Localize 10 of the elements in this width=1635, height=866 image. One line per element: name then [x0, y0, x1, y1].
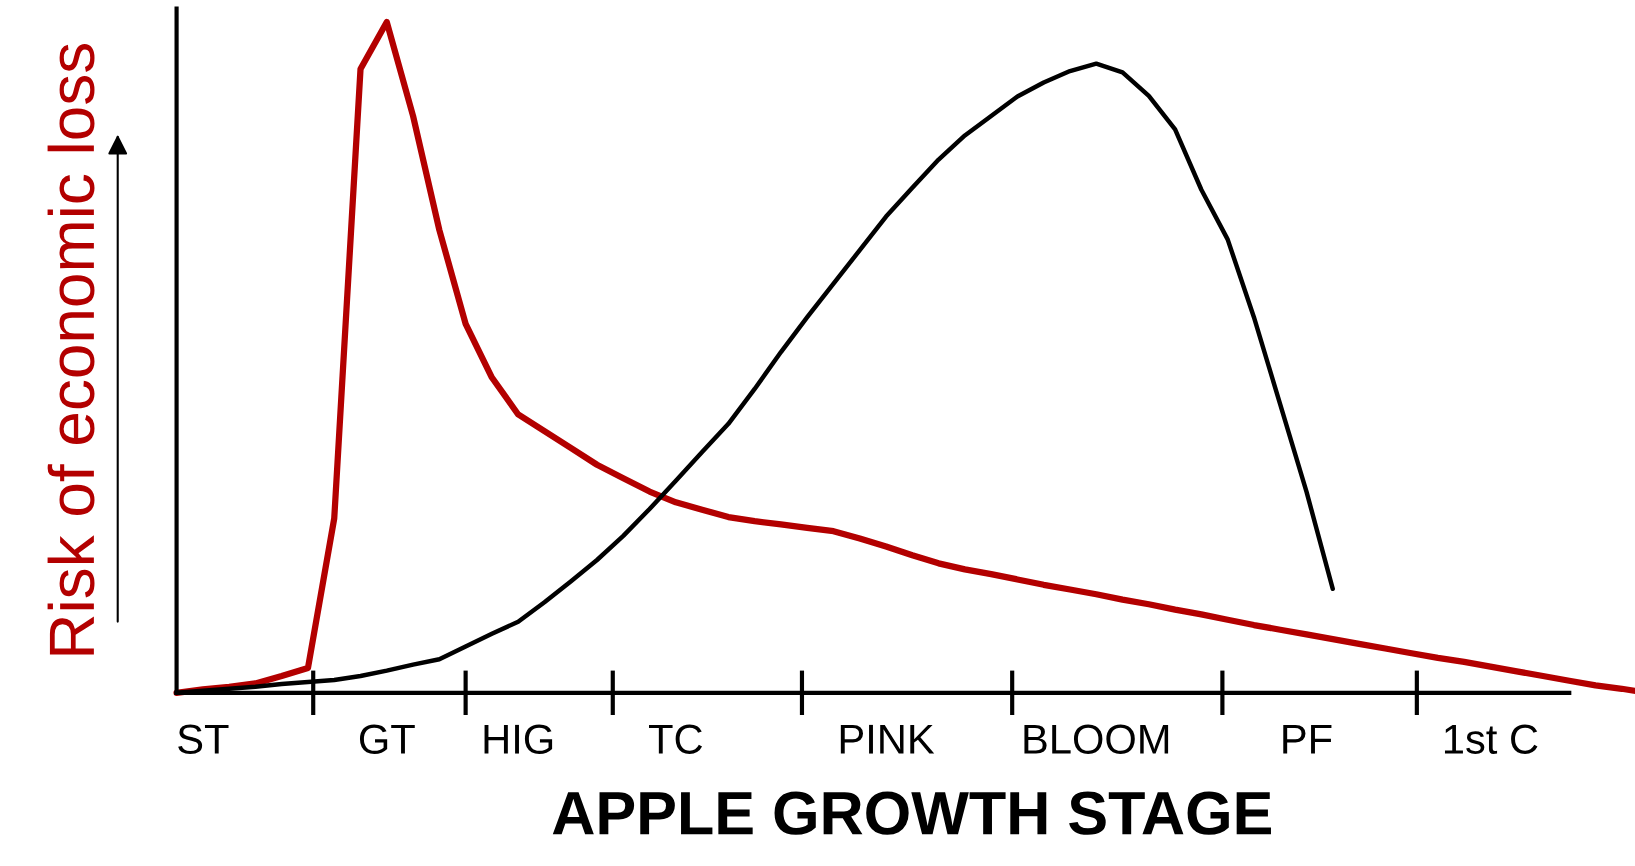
x-tick-label: 1st C: [1444, 724, 1538, 754]
x-tick-label: ST: [178, 724, 229, 754]
x-tick-label: TC: [649, 724, 703, 754]
x-axis-title: APPLE GROWTH STAGE: [552, 791, 1271, 835]
x-tick-label: PF: [1283, 724, 1332, 754]
x-tick-label: HIG: [484, 724, 553, 754]
y-axis-title: Risk of economic loss: [47, 44, 95, 655]
x-tick-label: GT: [359, 724, 415, 754]
x-tick-label: BLOOM: [1024, 724, 1169, 754]
x-tick-label: PINK: [840, 724, 935, 754]
